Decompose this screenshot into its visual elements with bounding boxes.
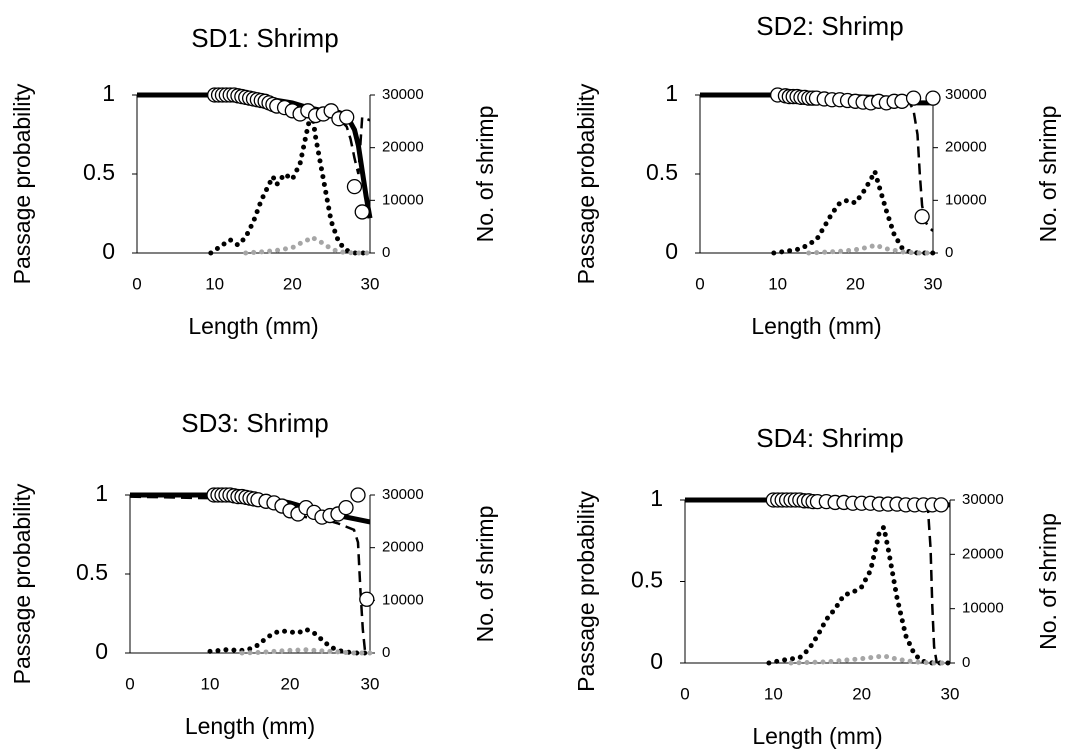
x-tick-label: 10 <box>768 274 787 293</box>
panel: SD4: Shrimp Length (mm) Passage probabilit… <box>573 423 1061 749</box>
y2-tick-label: 20000 <box>382 139 424 156</box>
x-tick-label: 0 <box>680 684 689 703</box>
observed-point <box>346 178 363 195</box>
y2-tick-label: 0 <box>382 244 390 261</box>
x-tick-label: 10 <box>205 274 224 293</box>
dotted-line <box>771 164 936 256</box>
y2-tick-label: 30000 <box>945 86 987 103</box>
x-tick-label: 0 <box>695 274 704 293</box>
observed-point <box>350 487 366 503</box>
panel: SD2: Shrimp Length (mm) Passage probabilit… <box>573 11 1061 339</box>
x-tick-label: 30 <box>924 274 943 293</box>
x-tick-label: 0 <box>132 274 141 293</box>
y-axis-label: Passage probability <box>9 483 35 684</box>
y2-axis-label: No. of shrimp <box>1035 513 1061 650</box>
dotted-line <box>766 521 953 666</box>
y-tick-label: 0.5 <box>76 559 108 585</box>
panel-title: SD4: Shrimp <box>756 423 903 453</box>
y2-tick-label: 30000 <box>382 486 424 503</box>
dotted-line <box>788 653 953 666</box>
y2-axis-label: No. of shrimp <box>1035 106 1061 243</box>
y-tick-label: 1 <box>650 485 663 511</box>
x-tick-label: 10 <box>764 684 783 703</box>
y2-tick-label: 0 <box>945 244 953 261</box>
observed-point <box>359 591 375 607</box>
y2-tick-label: 0 <box>962 654 970 671</box>
dotted-line <box>243 234 373 256</box>
y2-tick-label: 30000 <box>962 491 1004 508</box>
observed-point <box>914 209 930 225</box>
y-tick-label: 0.5 <box>646 159 678 185</box>
x-tick-label: 30 <box>361 274 380 293</box>
observed-point <box>925 90 941 106</box>
x-tick-label: 30 <box>361 674 380 693</box>
observed-point <box>933 497 949 513</box>
y2-tick-label: 10000 <box>945 191 987 208</box>
dotted-line <box>207 626 373 656</box>
panel-title: SD2: Shrimp <box>756 11 903 41</box>
x-axis-label: Length (mm) <box>751 313 881 339</box>
panel: SD1: Shrimp Length (mm) Passage probabilit… <box>9 23 498 339</box>
dashed-line <box>700 93 934 232</box>
y-tick-label: 1 <box>95 480 108 506</box>
y-tick-label: 0 <box>102 238 115 264</box>
observed-point <box>905 90 922 106</box>
observed-point <box>338 499 354 516</box>
x-tick-label: 20 <box>283 274 302 293</box>
y2-axis-label: No. of shrimp <box>472 506 498 643</box>
dashed-line <box>685 498 939 664</box>
y-tick-label: 1 <box>102 80 115 106</box>
dotted-line <box>806 242 936 256</box>
y2-tick-label: 20000 <box>962 545 1004 562</box>
y-tick-label: 0 <box>95 638 108 664</box>
dotted-line <box>208 110 373 256</box>
observed-point <box>354 204 370 220</box>
y-tick-label: 0 <box>650 648 663 674</box>
panel: SD3: Shrimp Length (mm) Passage probabilit… <box>9 408 498 739</box>
y2-tick-label: 30000 <box>382 86 424 103</box>
x-tick-label: 10 <box>201 674 220 693</box>
x-axis-label: Length (mm) <box>188 313 318 339</box>
observed-point <box>339 109 355 125</box>
y2-tick-label: 0 <box>382 644 390 661</box>
y2-tick-label: 20000 <box>945 139 987 156</box>
y2-axis-label: No. of shrimp <box>472 106 498 243</box>
x-tick-label: 20 <box>852 684 871 703</box>
y-tick-label: 0.5 <box>631 567 663 593</box>
dotted-line <box>239 647 373 656</box>
panel-title: SD1: Shrimp <box>191 23 338 53</box>
y2-tick-label: 10000 <box>962 600 1004 617</box>
x-tick-label: 0 <box>125 674 134 693</box>
panel-title: SD3: Shrimp <box>181 408 328 438</box>
x-axis-label: Length (mm) <box>185 713 315 739</box>
x-tick-label: 30 <box>941 684 960 703</box>
y-axis-label: Passage probability <box>573 83 599 284</box>
y-axis-label: Passage probability <box>573 491 599 692</box>
y2-tick-label: 10000 <box>382 591 424 608</box>
y2-tick-label: 20000 <box>382 539 424 556</box>
x-axis-label: Length (mm) <box>752 723 882 749</box>
x-tick-label: 20 <box>846 274 865 293</box>
y2-tick-label: 10000 <box>382 191 424 208</box>
y-tick-label: 0 <box>665 238 678 264</box>
x-tick-label: 20 <box>281 674 300 693</box>
y-axis-label: Passage probability <box>9 83 35 284</box>
y-tick-label: 0.5 <box>83 159 115 185</box>
y-tick-label: 1 <box>665 80 678 106</box>
